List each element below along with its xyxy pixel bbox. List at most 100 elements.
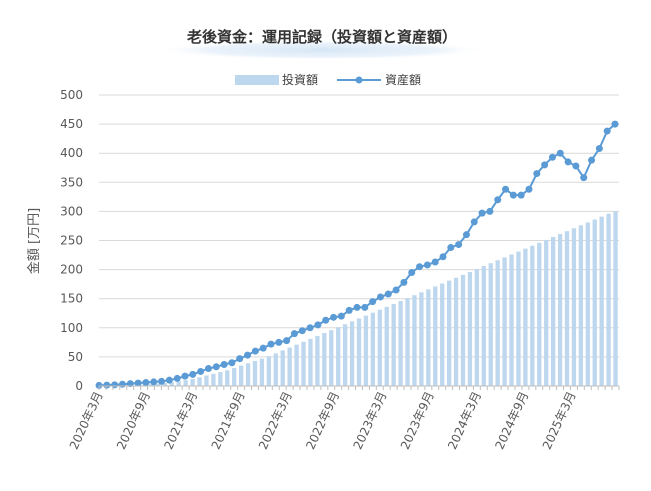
investment-bar (585, 222, 590, 386)
investment-bar (315, 335, 320, 386)
asset-point (369, 298, 377, 306)
investment-bar (405, 298, 410, 386)
investment-bar (377, 309, 382, 386)
investment-bar (294, 344, 299, 386)
asset-point (134, 379, 142, 387)
investment-bar (155, 383, 161, 386)
asset-point (283, 337, 291, 345)
asset-point (236, 355, 244, 363)
investment-bar (488, 263, 493, 386)
asset-point (165, 376, 173, 384)
x-tick-label: 2022年9月 (303, 389, 342, 451)
asset-point (353, 303, 361, 311)
y-tick-label: 0 (75, 379, 83, 393)
investment-bar (544, 239, 549, 386)
investment-bar (419, 292, 424, 386)
investment-bar (606, 213, 611, 386)
chart-title: 老後資金：運用記録（投資額と資産額） (186, 28, 457, 46)
investment-bar (398, 301, 403, 386)
asset-point (267, 340, 275, 348)
investment-bar (474, 269, 480, 386)
asset-point (556, 149, 564, 157)
asset-point (486, 207, 494, 215)
investment-bar (495, 260, 500, 386)
asset-point (345, 306, 353, 314)
asset-point (572, 162, 580, 170)
asset-point (588, 156, 596, 164)
investment-bar (613, 211, 618, 386)
investment-bar (502, 257, 507, 386)
asset-point (470, 218, 478, 226)
asset-point (251, 347, 259, 355)
y-axis-label: 金額 [万円] (26, 208, 42, 274)
investment-bar (211, 373, 216, 386)
asset-point (330, 313, 338, 321)
investment-bar (329, 330, 334, 386)
legend-label-investment: 投資額 (282, 72, 318, 87)
asset-point (173, 374, 181, 382)
asset-point (533, 170, 541, 178)
investment-bar (287, 347, 292, 386)
investment-bar (391, 303, 396, 386)
investment-bar (232, 367, 237, 386)
investment-bar (252, 360, 258, 386)
asset-point (580, 174, 588, 182)
asset-point (290, 330, 298, 338)
x-axis: 2020年3月 2020年9月 2021年3月 2021年9月 2022年3月 2022年… (67, 385, 620, 452)
y-tick-label: 250 (60, 234, 83, 248)
y-tick-label: 450 (60, 117, 83, 131)
investment-bar (245, 363, 251, 386)
y-tick-label: 150 (60, 292, 83, 306)
asset-point (314, 321, 322, 329)
legend-line-marker (355, 76, 363, 84)
asset-point (259, 344, 267, 352)
investment-bar (259, 358, 265, 386)
investment-bar (204, 375, 209, 386)
asset-point (439, 253, 447, 261)
asset-point (447, 243, 455, 251)
x-tick-label: 2023年9月 (398, 389, 437, 451)
asset-point (228, 359, 236, 367)
asset-point (564, 158, 572, 166)
asset-point (384, 290, 392, 298)
asset-point (158, 377, 166, 385)
asset-point (376, 293, 384, 301)
x-tick-label: 2024年3月 (445, 389, 484, 451)
asset-point (322, 316, 330, 324)
investment-bar (453, 277, 459, 386)
asset-point (181, 372, 189, 380)
investment-bars (121, 211, 618, 386)
asset-point (337, 312, 345, 320)
asset-point (275, 338, 283, 346)
asset-point (603, 127, 611, 135)
asset-point (423, 261, 431, 269)
investment-bar (273, 353, 278, 386)
investment-bar (225, 370, 230, 386)
investment-bar (523, 248, 528, 386)
investment-bar (384, 306, 389, 386)
asset-point (541, 161, 549, 169)
investment-bar (592, 219, 597, 386)
x-tick-label: 2024年9月 (492, 389, 531, 451)
investment-bar (238, 365, 244, 386)
investment-bar (460, 274, 466, 386)
x-tick-label: 2021年3月 (161, 389, 200, 451)
investment-bar (356, 318, 362, 386)
asset-point (611, 120, 619, 128)
asset-point (189, 370, 197, 378)
asset-point (111, 381, 119, 389)
asset-point (548, 153, 556, 161)
investment-bar (440, 283, 445, 386)
investment-bar (564, 231, 570, 386)
asset-point (525, 185, 533, 193)
y-tick-label: 300 (60, 204, 83, 218)
asset-point (400, 278, 408, 286)
investment-bar (336, 327, 341, 386)
asset-point (416, 263, 424, 271)
investment-bar (266, 356, 272, 386)
investment-bar (183, 380, 188, 386)
asset-point (595, 145, 603, 153)
y-tick-label: 100 (60, 321, 83, 335)
investment-bar (301, 341, 306, 386)
investment-bar (571, 228, 577, 386)
